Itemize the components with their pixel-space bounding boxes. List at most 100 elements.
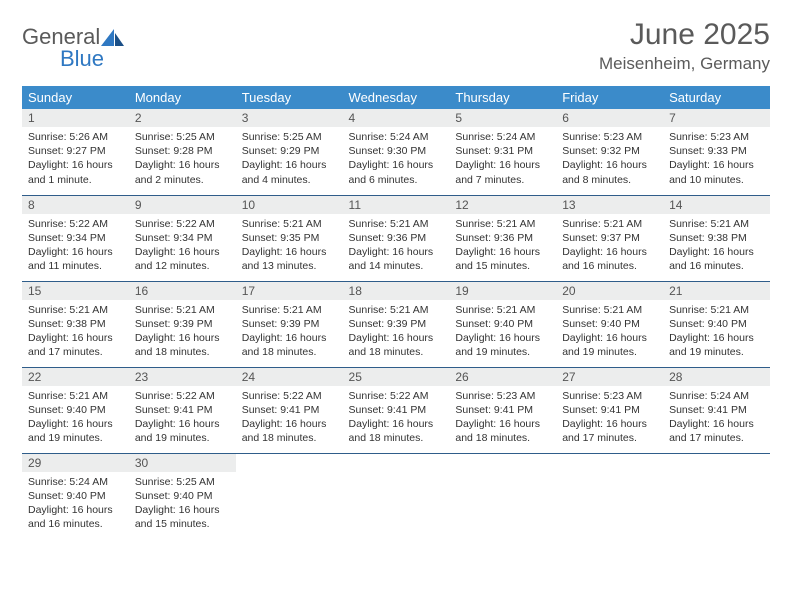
weekday-header: Monday xyxy=(129,86,236,109)
week-row: 22Sunrise: 5:21 AMSunset: 9:40 PMDayligh… xyxy=(22,367,770,453)
day-number: 21 xyxy=(663,282,770,300)
title-block: June 2025 Meisenheim, Germany xyxy=(599,18,770,74)
day-cell: 17Sunrise: 5:21 AMSunset: 9:39 PMDayligh… xyxy=(236,281,343,367)
day-cell: 27Sunrise: 5:23 AMSunset: 9:41 PMDayligh… xyxy=(556,367,663,453)
header: GeneralBlue June 2025 Meisenheim, German… xyxy=(22,18,770,74)
day-cell: 25Sunrise: 5:22 AMSunset: 9:41 PMDayligh… xyxy=(343,367,450,453)
day-cell: 30Sunrise: 5:25 AMSunset: 9:40 PMDayligh… xyxy=(129,453,236,539)
day-cell: 11Sunrise: 5:21 AMSunset: 9:36 PMDayligh… xyxy=(343,195,450,281)
day-number: 16 xyxy=(129,282,236,300)
day-body: Sunrise: 5:21 AMSunset: 9:40 PMDaylight:… xyxy=(22,386,129,448)
day-number: 28 xyxy=(663,368,770,386)
day-cell: 19Sunrise: 5:21 AMSunset: 9:40 PMDayligh… xyxy=(449,281,556,367)
week-row: 29Sunrise: 5:24 AMSunset: 9:40 PMDayligh… xyxy=(22,453,770,539)
day-cell: .. xyxy=(449,453,556,539)
day-cell: 29Sunrise: 5:24 AMSunset: 9:40 PMDayligh… xyxy=(22,453,129,539)
day-cell: 2Sunrise: 5:25 AMSunset: 9:28 PMDaylight… xyxy=(129,109,236,195)
day-body: Sunrise: 5:21 AMSunset: 9:38 PMDaylight:… xyxy=(22,300,129,362)
day-cell: 3Sunrise: 5:25 AMSunset: 9:29 PMDaylight… xyxy=(236,109,343,195)
day-number: 20 xyxy=(556,282,663,300)
weekday-header: Wednesday xyxy=(343,86,450,109)
day-number: 18 xyxy=(343,282,450,300)
day-number: 23 xyxy=(129,368,236,386)
day-number: 10 xyxy=(236,196,343,214)
week-row: 8Sunrise: 5:22 AMSunset: 9:34 PMDaylight… xyxy=(22,195,770,281)
day-number: 22 xyxy=(22,368,129,386)
day-number: 27 xyxy=(556,368,663,386)
day-cell: 8Sunrise: 5:22 AMSunset: 9:34 PMDaylight… xyxy=(22,195,129,281)
day-cell: 28Sunrise: 5:24 AMSunset: 9:41 PMDayligh… xyxy=(663,367,770,453)
week-row: 15Sunrise: 5:21 AMSunset: 9:38 PMDayligh… xyxy=(22,281,770,367)
day-body: Sunrise: 5:21 AMSunset: 9:39 PMDaylight:… xyxy=(236,300,343,362)
day-body: Sunrise: 5:22 AMSunset: 9:41 PMDaylight:… xyxy=(129,386,236,448)
day-cell: 9Sunrise: 5:22 AMSunset: 9:34 PMDaylight… xyxy=(129,195,236,281)
day-cell: 15Sunrise: 5:21 AMSunset: 9:38 PMDayligh… xyxy=(22,281,129,367)
day-body: Sunrise: 5:22 AMSunset: 9:41 PMDaylight:… xyxy=(343,386,450,448)
day-body: Sunrise: 5:23 AMSunset: 9:41 PMDaylight:… xyxy=(556,386,663,448)
day-cell: 5Sunrise: 5:24 AMSunset: 9:31 PMDaylight… xyxy=(449,109,556,195)
day-number: 12 xyxy=(449,196,556,214)
day-number: 5 xyxy=(449,109,556,127)
day-body: Sunrise: 5:24 AMSunset: 9:41 PMDaylight:… xyxy=(663,386,770,448)
day-cell: 4Sunrise: 5:24 AMSunset: 9:30 PMDaylight… xyxy=(343,109,450,195)
day-cell: 20Sunrise: 5:21 AMSunset: 9:40 PMDayligh… xyxy=(556,281,663,367)
day-body: Sunrise: 5:21 AMSunset: 9:39 PMDaylight:… xyxy=(129,300,236,362)
day-cell: 1Sunrise: 5:26 AMSunset: 9:27 PMDaylight… xyxy=(22,109,129,195)
day-cell: .. xyxy=(556,453,663,539)
day-cell: 16Sunrise: 5:21 AMSunset: 9:39 PMDayligh… xyxy=(129,281,236,367)
weekday-header: Saturday xyxy=(663,86,770,109)
weekday-header: Thursday xyxy=(449,86,556,109)
day-number: 30 xyxy=(129,454,236,472)
day-cell: 13Sunrise: 5:21 AMSunset: 9:37 PMDayligh… xyxy=(556,195,663,281)
day-body: Sunrise: 5:21 AMSunset: 9:37 PMDaylight:… xyxy=(556,214,663,276)
day-body: Sunrise: 5:22 AMSunset: 9:34 PMDaylight:… xyxy=(22,214,129,276)
day-cell: 6Sunrise: 5:23 AMSunset: 9:32 PMDaylight… xyxy=(556,109,663,195)
day-body: Sunrise: 5:21 AMSunset: 9:39 PMDaylight:… xyxy=(343,300,450,362)
day-body: Sunrise: 5:21 AMSunset: 9:36 PMDaylight:… xyxy=(343,214,450,276)
day-body: Sunrise: 5:21 AMSunset: 9:40 PMDaylight:… xyxy=(449,300,556,362)
day-body: Sunrise: 5:21 AMSunset: 9:36 PMDaylight:… xyxy=(449,214,556,276)
weekday-header-row: Sunday Monday Tuesday Wednesday Thursday… xyxy=(22,86,770,109)
day-number: 13 xyxy=(556,196,663,214)
day-number: 14 xyxy=(663,196,770,214)
day-body: Sunrise: 5:21 AMSunset: 9:38 PMDaylight:… xyxy=(663,214,770,276)
day-body: Sunrise: 5:23 AMSunset: 9:33 PMDaylight:… xyxy=(663,127,770,189)
day-cell: 26Sunrise: 5:23 AMSunset: 9:41 PMDayligh… xyxy=(449,367,556,453)
day-body: Sunrise: 5:22 AMSunset: 9:41 PMDaylight:… xyxy=(236,386,343,448)
weekday-header: Sunday xyxy=(22,86,129,109)
day-cell: .. xyxy=(343,453,450,539)
day-number: 11 xyxy=(343,196,450,214)
month-title: June 2025 xyxy=(599,18,770,52)
day-number: 25 xyxy=(343,368,450,386)
day-number: 8 xyxy=(22,196,129,214)
day-body: Sunrise: 5:24 AMSunset: 9:31 PMDaylight:… xyxy=(449,127,556,189)
day-cell: 18Sunrise: 5:21 AMSunset: 9:39 PMDayligh… xyxy=(343,281,450,367)
day-cell: 22Sunrise: 5:21 AMSunset: 9:40 PMDayligh… xyxy=(22,367,129,453)
day-body: Sunrise: 5:21 AMSunset: 9:40 PMDaylight:… xyxy=(663,300,770,362)
day-number: 4 xyxy=(343,109,450,127)
day-cell: 24Sunrise: 5:22 AMSunset: 9:41 PMDayligh… xyxy=(236,367,343,453)
day-body: Sunrise: 5:25 AMSunset: 9:29 PMDaylight:… xyxy=(236,127,343,189)
day-body: Sunrise: 5:21 AMSunset: 9:40 PMDaylight:… xyxy=(556,300,663,362)
day-body: Sunrise: 5:23 AMSunset: 9:41 PMDaylight:… xyxy=(449,386,556,448)
day-number: 7 xyxy=(663,109,770,127)
day-number: 26 xyxy=(449,368,556,386)
location: Meisenheim, Germany xyxy=(599,54,770,74)
logo-sail-icon xyxy=(101,29,125,47)
day-cell: 21Sunrise: 5:21 AMSunset: 9:40 PMDayligh… xyxy=(663,281,770,367)
day-body: Sunrise: 5:22 AMSunset: 9:34 PMDaylight:… xyxy=(129,214,236,276)
day-number: 15 xyxy=(22,282,129,300)
day-cell: .. xyxy=(663,453,770,539)
day-number: 17 xyxy=(236,282,343,300)
logo: GeneralBlue xyxy=(22,18,125,72)
day-body: Sunrise: 5:25 AMSunset: 9:40 PMDaylight:… xyxy=(129,472,236,534)
day-body: Sunrise: 5:24 AMSunset: 9:30 PMDaylight:… xyxy=(343,127,450,189)
day-number: 9 xyxy=(129,196,236,214)
day-number: 1 xyxy=(22,109,129,127)
week-row: 1Sunrise: 5:26 AMSunset: 9:27 PMDaylight… xyxy=(22,109,770,195)
day-number: 6 xyxy=(556,109,663,127)
day-number: 29 xyxy=(22,454,129,472)
day-cell: 23Sunrise: 5:22 AMSunset: 9:41 PMDayligh… xyxy=(129,367,236,453)
weekday-header: Tuesday xyxy=(236,86,343,109)
day-body: Sunrise: 5:21 AMSunset: 9:35 PMDaylight:… xyxy=(236,214,343,276)
